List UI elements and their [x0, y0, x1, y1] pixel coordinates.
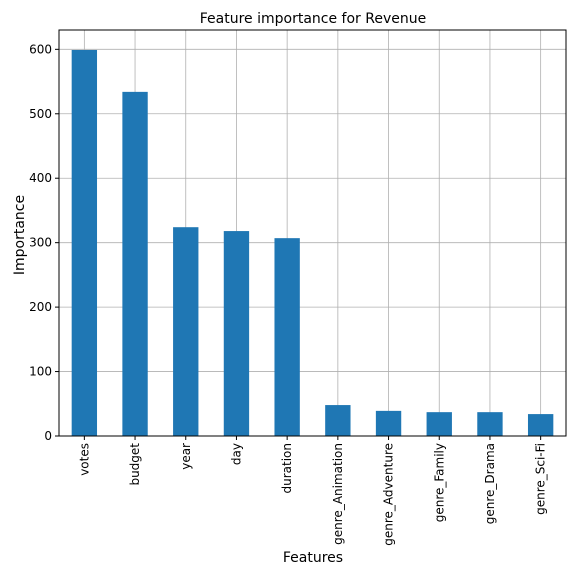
bar: [274, 238, 299, 436]
y-tick-label: 400: [29, 171, 52, 185]
y-axis-label: Importance: [12, 195, 28, 275]
y-tick-label: 500: [29, 107, 52, 121]
y-tick-label: 200: [29, 300, 52, 314]
x-tick-label: genre_Drama: [483, 443, 497, 524]
x-tick-label: day: [229, 443, 243, 465]
x-tick-label: genre_Sci-Fi: [534, 443, 548, 515]
bar: [528, 414, 553, 436]
x-tick-label: duration: [280, 443, 294, 494]
bar: [325, 405, 350, 436]
chart-title: Feature importance for Revenue: [200, 11, 426, 27]
bar: [477, 412, 502, 436]
y-tick-label: 100: [29, 365, 52, 379]
bar: [173, 227, 198, 436]
x-tick-label: year: [179, 443, 193, 470]
x-tick-label: genre_Adventure: [382, 443, 396, 546]
bar: [376, 411, 401, 436]
y-tick-label: 600: [29, 42, 52, 56]
bar: [72, 50, 97, 436]
bar: [427, 412, 452, 436]
y-tick-label: 300: [29, 236, 52, 250]
x-tick-label: genre_Animation: [331, 443, 345, 545]
x-tick-label: budget: [128, 443, 142, 486]
x-axis-label: Features: [283, 550, 343, 566]
x-tick-label: genre_Family: [432, 443, 446, 522]
x-tick-label: votes: [77, 443, 91, 476]
bar: [224, 231, 249, 436]
y-tick-label: 0: [44, 429, 52, 443]
bar: [122, 92, 147, 436]
